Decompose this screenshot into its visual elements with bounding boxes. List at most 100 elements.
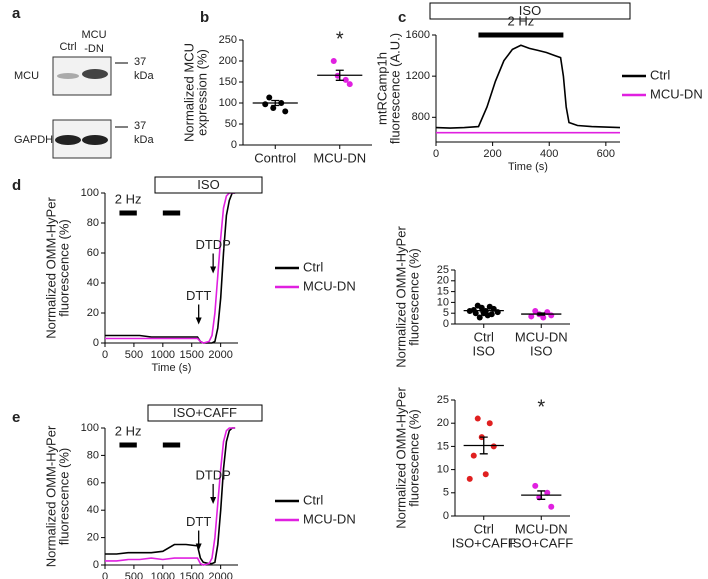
data-point bbox=[528, 313, 535, 320]
arrow-head bbox=[195, 543, 202, 551]
panel-label: e bbox=[12, 409, 20, 426]
lane-label: MCU bbox=[81, 29, 106, 41]
stimulus-bar bbox=[119, 210, 137, 216]
annotation-label: DTT bbox=[186, 288, 211, 303]
stimulus-label: 2 Hz bbox=[115, 423, 142, 438]
y-axis-label: Normalized OMM-HyPer bbox=[43, 425, 58, 567]
x-tick-label: ISO bbox=[473, 343, 495, 358]
band bbox=[82, 135, 108, 145]
y-axis-label: Normalized OMM-HyPer bbox=[393, 387, 408, 529]
x-tick-label: ISO bbox=[530, 343, 552, 358]
arrow-head bbox=[195, 317, 202, 325]
y-tick-label: 100 bbox=[219, 97, 237, 109]
data-point bbox=[472, 310, 479, 317]
legend-label: MCU-DN bbox=[303, 511, 356, 526]
y-tick-label: 40 bbox=[87, 277, 99, 289]
data-point bbox=[466, 475, 473, 482]
x-tick-label: ISO+CAFF bbox=[452, 535, 516, 550]
y-tick-label: 250 bbox=[219, 34, 237, 46]
x-tick-label: 500 bbox=[125, 349, 143, 361]
y-tick-label: 80 bbox=[87, 217, 99, 229]
x-tick-label: 1500 bbox=[179, 349, 203, 361]
y-tick-label: 40 bbox=[87, 504, 99, 516]
stimulus-bar bbox=[162, 210, 181, 216]
y-tick-label: 25 bbox=[437, 394, 449, 406]
x-tick-label: 0 bbox=[433, 148, 439, 160]
arrow-head bbox=[210, 496, 217, 504]
y-axis-label: Normalized OMM-HyPer bbox=[393, 226, 408, 368]
y-tick-label: 20 bbox=[87, 532, 99, 544]
data-point bbox=[548, 312, 555, 319]
condition-label: ISO bbox=[197, 177, 219, 192]
y-tick-label: 0 bbox=[93, 559, 99, 571]
x-tick-label: ISO+CAFF bbox=[509, 535, 573, 550]
x-tick-label: Ctrl bbox=[474, 521, 494, 536]
marker-label: kDa bbox=[134, 134, 154, 146]
data-point bbox=[330, 58, 337, 64]
band bbox=[55, 135, 81, 145]
condition-box bbox=[429, 2, 631, 20]
trace bbox=[105, 192, 236, 344]
y-tick-label: 20 bbox=[437, 417, 449, 429]
y-tick-label: 100 bbox=[81, 187, 99, 199]
error-bar bbox=[335, 69, 344, 81]
legend-label: MCU-DN bbox=[303, 278, 356, 293]
error-bar bbox=[479, 308, 488, 313]
band bbox=[82, 69, 108, 79]
x-tick-label: MCU-DN bbox=[515, 329, 568, 344]
band bbox=[57, 73, 79, 79]
lane-label: Ctrl bbox=[59, 41, 76, 53]
row-label: GAPDH bbox=[14, 134, 53, 146]
arrow-head bbox=[210, 266, 217, 274]
marker-label: 37 bbox=[134, 56, 146, 68]
data-point bbox=[532, 482, 539, 489]
data-point bbox=[486, 420, 493, 427]
significance-marker: * bbox=[336, 28, 344, 50]
y-tick-label: 5 bbox=[443, 307, 449, 319]
annotation-label: DTDP bbox=[195, 237, 230, 252]
y-tick-label: 800 bbox=[412, 111, 430, 123]
x-tick-label: 0 bbox=[102, 349, 108, 361]
legend-label: MCU-DN bbox=[650, 86, 703, 101]
data-point bbox=[482, 471, 489, 478]
y-tick-label: 80 bbox=[87, 449, 99, 461]
error-bar bbox=[537, 490, 546, 500]
stimulus-bar bbox=[478, 32, 564, 38]
legend-label: Ctrl bbox=[303, 259, 323, 274]
error-bar bbox=[479, 436, 488, 455]
x-tick-label: 2000 bbox=[208, 349, 232, 361]
x-tick-label: 1000 bbox=[151, 349, 175, 361]
y-axis-label: mtRCamp1h bbox=[374, 52, 389, 125]
error-bar bbox=[537, 312, 546, 316]
y-tick-label: 50 bbox=[225, 118, 237, 130]
y-tick-label: 10 bbox=[437, 296, 449, 308]
y-tick-label: 15 bbox=[437, 286, 449, 298]
y-axis-label: expression (%) bbox=[194, 49, 209, 136]
x-tick-label: MCU-DN bbox=[515, 521, 568, 536]
annotation-label: DTDP bbox=[195, 467, 230, 482]
y-tick-label: 150 bbox=[219, 76, 237, 88]
y-axis-label: fluorescence (%) bbox=[406, 248, 421, 346]
panel-label: a bbox=[12, 5, 21, 22]
y-axis-label: fluorescence (A.U.) bbox=[387, 33, 402, 144]
data-point bbox=[470, 452, 477, 459]
y-tick-label: 1200 bbox=[406, 70, 430, 82]
y-tick-label: 0 bbox=[443, 318, 449, 330]
condition-label: ISO+CAFF bbox=[173, 405, 237, 420]
y-axis-label: fluorescence (%) bbox=[406, 409, 421, 507]
y-tick-label: 60 bbox=[87, 477, 99, 489]
data-point bbox=[490, 443, 497, 450]
trace bbox=[105, 427, 236, 566]
data-point bbox=[270, 105, 277, 112]
legend-label: Ctrl bbox=[303, 492, 323, 507]
y-tick-label: 5 bbox=[443, 487, 449, 499]
y-axis-label: Normalized MCU bbox=[181, 43, 196, 142]
y-tick-label: 0 bbox=[231, 139, 237, 151]
y-tick-label: 20 bbox=[437, 275, 449, 287]
x-tick-label: 200 bbox=[483, 148, 501, 160]
x-axis-label: Time (s) bbox=[508, 161, 548, 173]
y-tick-label: 0 bbox=[443, 510, 449, 522]
data-point bbox=[540, 314, 547, 321]
y-axis-label: fluorescence (%) bbox=[56, 448, 71, 546]
